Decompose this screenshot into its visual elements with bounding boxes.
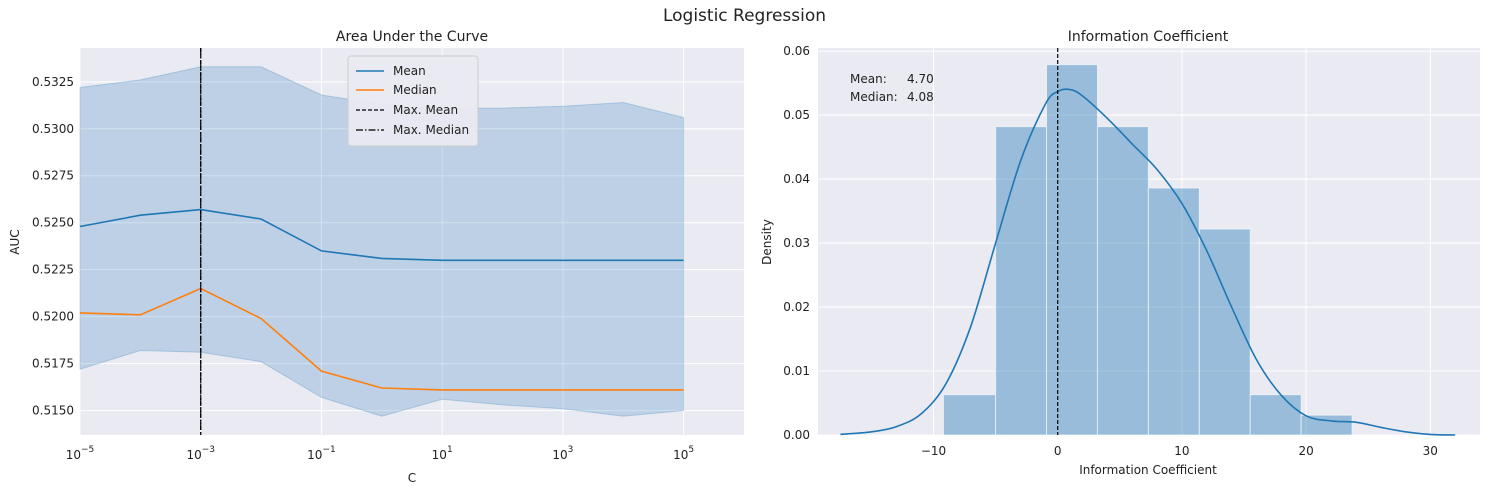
auc-y-ticks: 0.5150 0.5175 0.5200 0.5225 0.5250 0.5275 0.53… <box>32 75 74 418</box>
ic-x-axis-label: Information Coefficient <box>1079 463 1217 477</box>
y-tick-label: 0.02 <box>783 300 810 314</box>
x-tick-label: −10 <box>921 444 946 458</box>
median-annotation-value: 4.08 <box>907 90 934 104</box>
ic-histogram-bars <box>942 64 1353 436</box>
auc-x-axis-label: C <box>408 471 416 485</box>
x-tick-label: 103 <box>552 445 573 462</box>
auc-x-ticks: 10−5 10−3 10−1 101 103 105 <box>66 445 694 462</box>
y-tick-label: 0.00 <box>783 428 810 442</box>
y-tick-label: 0.03 <box>783 236 810 250</box>
ic-stats-annotation: Mean: 4.70 Median: 4.08 <box>850 72 934 104</box>
histogram-bar <box>1198 228 1251 436</box>
histogram-bar <box>1096 126 1149 436</box>
x-tick-label: 10−3 <box>186 445 215 462</box>
auc-band-layer <box>79 66 685 417</box>
ic-y-ticks: 0.00 0.01 0.02 0.03 0.04 0.05 0.06 <box>783 44 810 442</box>
median-line <box>79 287 684 391</box>
y-tick-label: 0.06 <box>783 44 810 58</box>
auc-legend: Mean Median Max. Mean Max. Median <box>347 55 479 147</box>
auc-chart-title: Area Under the Curve <box>336 29 488 45</box>
x-tick-label: 101 <box>432 445 453 462</box>
y-tick-label: 0.5150 <box>32 404 74 418</box>
legend-median-label: Median <box>393 83 437 97</box>
y-tick-label: 0.04 <box>783 172 810 186</box>
auc-y-axis-label: AUC <box>8 229 22 254</box>
median-annotation-label: Median: <box>850 90 898 104</box>
y-tick-label: 0.5250 <box>32 216 74 230</box>
ic-x-ticks: −10 0 10 20 30 <box>921 444 1438 458</box>
auc-lines-layer <box>79 48 684 435</box>
y-tick-label: 0.05 <box>783 108 810 122</box>
histogram-bar <box>1147 187 1200 436</box>
x-tick-label: 10−1 <box>307 445 336 462</box>
x-tick-label: 105 <box>673 445 694 462</box>
histogram-bar <box>1046 64 1098 436</box>
y-tick-label: 0.5300 <box>32 122 74 136</box>
ic-kde-layer <box>840 48 1456 436</box>
legend-frame <box>347 55 479 147</box>
histogram-bar <box>942 394 997 436</box>
histogram-bar <box>1249 394 1302 436</box>
ic-y-axis-label: Density <box>760 219 774 265</box>
histogram-bar <box>1300 414 1353 436</box>
mean-line <box>79 208 684 262</box>
auc-grid <box>79 48 744 435</box>
histogram-bar <box>995 126 1048 436</box>
ic-plot-area <box>818 48 1480 435</box>
x-tick-label: 20 <box>1298 444 1313 458</box>
auc-panel: 10−5 10−3 10−1 101 103 105 0.5150 0.5175 0.5200… <box>8 29 744 485</box>
x-tick-label: 10−5 <box>66 445 95 462</box>
ic-panel: −10 0 10 20 30 0.000.010.020.030.040.050.06 … <box>760 29 1480 477</box>
legend-max-mean-label: Max. Mean <box>393 103 458 117</box>
x-tick-label: 0 <box>1054 444 1062 458</box>
legend-max-median-label: Max. Median <box>393 123 469 137</box>
legend-mean-label: Mean <box>393 64 426 78</box>
y-tick-label: 0.5175 <box>32 357 74 371</box>
figure-title: Logistic Regression <box>662 6 827 26</box>
y-tick-label: 0.01 <box>783 364 810 378</box>
y-tick-label: 0.5325 <box>32 75 74 89</box>
y-tick-label: 0.5200 <box>32 310 74 324</box>
confidence-band <box>79 66 685 417</box>
ic-chart-title: Information Coefficient <box>1068 29 1229 45</box>
y-tick-label: 0.5225 <box>32 263 74 277</box>
mean-annotation-value: 4.70 <box>907 72 934 86</box>
x-tick-label: 10 <box>1174 444 1189 458</box>
x-tick-label: 30 <box>1423 444 1438 458</box>
kde-curve <box>840 88 1456 436</box>
mean-annotation-label: Mean: <box>850 72 887 86</box>
y-tick-label: 0.5275 <box>32 169 74 183</box>
